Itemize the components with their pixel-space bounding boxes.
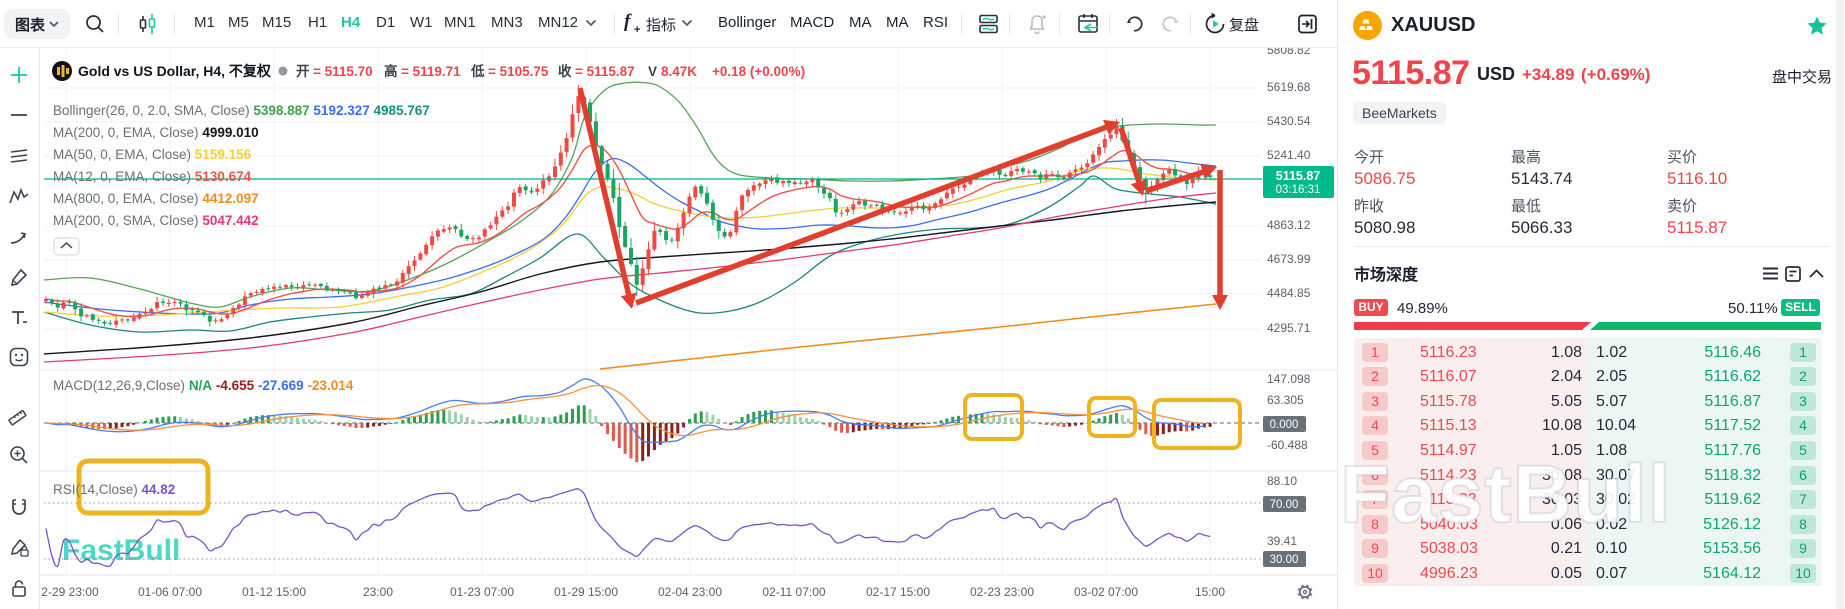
- svg-text:开= 5115.70高= 5119.71低= 5105.75: 开 = 5115.70 高 = 5119.71 低 = 5105.75 收 = 5115.87…: [296, 63, 805, 79]
- svg-text:30.00: 30.00: [1270, 554, 1299, 566]
- svg-text:0.000: 0.000: [1270, 419, 1299, 431]
- svg-text:MA(12, 0, EMA, Close) 5130.674: MA(12, 0, EMA, Close) 5130.674: [53, 169, 252, 184]
- svg-text:-60.488: -60.488: [1267, 438, 1308, 452]
- svg-text:5808.82: 5808.82: [1267, 48, 1311, 57]
- svg-text:02-11 07:00: 02-11 07:00: [762, 585, 825, 599]
- svg-text:23:00: 23:00: [363, 585, 393, 599]
- svg-text:63.305: 63.305: [1267, 393, 1304, 407]
- svg-text:03-02 07:00: 03-02 07:00: [1074, 585, 1138, 599]
- svg-text:4863.12: 4863.12: [1267, 218, 1311, 232]
- svg-text:Gold vs US Dollar, H4, 不复权: Gold vs US Dollar, H4, 不复权: [78, 63, 272, 79]
- svg-text:01-12 15:00: 01-12 15:00: [242, 585, 306, 599]
- svg-text:01-29 15:00: 01-29 15:00: [554, 585, 618, 599]
- svg-text:39.41: 39.41: [1267, 534, 1297, 548]
- svg-text:5115.87: 5115.87: [1276, 169, 1321, 183]
- svg-text:02-23 23:00: 02-23 23:00: [970, 585, 1034, 599]
- svg-text:5619.68: 5619.68: [1267, 80, 1311, 94]
- svg-text:02-17 15:00: 02-17 15:00: [866, 585, 930, 599]
- svg-text:5430.54: 5430.54: [1267, 114, 1311, 128]
- svg-text:4484.85: 4484.85: [1267, 286, 1311, 300]
- svg-text:5241.40: 5241.40: [1267, 148, 1311, 162]
- svg-text:15:00: 15:00: [1195, 585, 1225, 599]
- svg-text:70.00: 70.00: [1270, 499, 1299, 511]
- svg-text:Bollinger(26, 0, 2.0, SMA, Clo: Bollinger(26, 0, 2.0, SMA, Close) 5398.8…: [53, 103, 430, 118]
- svg-text:RSI(14,Close) 44.82: RSI(14,Close) 44.82: [53, 482, 175, 497]
- svg-text:MA(50, 0, EMA, Close) 5159.156: MA(50, 0, EMA, Close) 5159.156: [53, 147, 252, 162]
- svg-text:03:16:31: 03:16:31: [1276, 184, 1321, 196]
- svg-text:4295.71: 4295.71: [1267, 321, 1311, 335]
- svg-text:4673.99: 4673.99: [1267, 252, 1311, 266]
- svg-text:MA(200, 0, EMA, Close) 4999.01: MA(200, 0, EMA, Close) 4999.010: [53, 125, 259, 140]
- svg-text:2-29 23:00: 2-29 23:00: [41, 585, 99, 599]
- svg-text:01-06 07:00: 01-06 07:00: [138, 585, 202, 599]
- svg-text:147.098: 147.098: [1267, 372, 1311, 386]
- svg-text:FastBull: FastBull: [62, 534, 180, 567]
- svg-text:88.10: 88.10: [1267, 474, 1297, 488]
- svg-text:MA(200, 0, SMA, Close) 5047.44: MA(200, 0, SMA, Close) 5047.442: [53, 213, 259, 228]
- svg-text:MACD(12,26,9,Close) N/A -4.655: MACD(12,26,9,Close) N/A -4.655 -27.669 -…: [53, 378, 354, 393]
- svg-text:01-23 07:00: 01-23 07:00: [450, 585, 514, 599]
- svg-text:MA(800, 0, EMA, Close) 4412.09: MA(800, 0, EMA, Close) 4412.097: [53, 191, 259, 206]
- svg-text:02-04 23:00: 02-04 23:00: [658, 585, 722, 599]
